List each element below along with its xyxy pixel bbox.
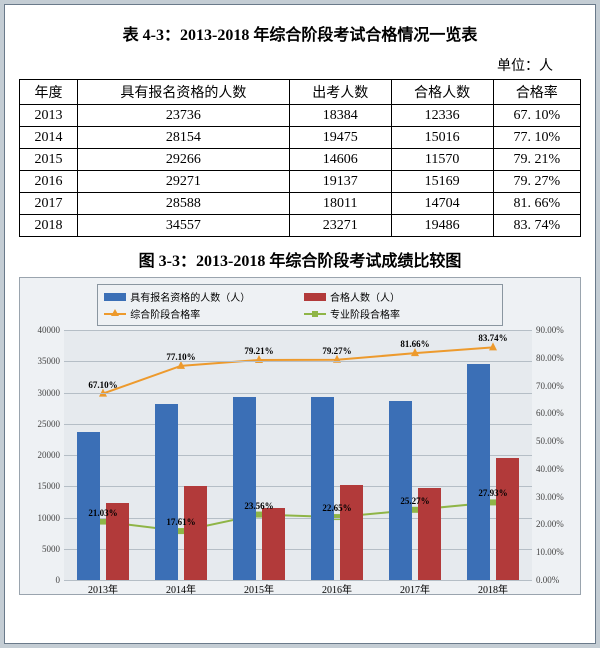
legend-bar2-label: 合格人数（人）	[330, 289, 400, 304]
bar-eligible	[389, 401, 412, 580]
bar-eligible	[155, 404, 178, 580]
y-left-tick: 15000	[28, 481, 60, 491]
legend-line1-label: 综合阶段合格率	[130, 306, 200, 321]
line1-label: 67.10%	[88, 380, 117, 390]
bar-eligible	[77, 432, 100, 580]
y-right-tick: 50.00%	[536, 436, 576, 446]
y-right-tick: 30.00%	[536, 492, 576, 502]
table-row: 201834557232711948683. 74%	[20, 215, 581, 237]
x-tick: 2014年	[166, 581, 196, 596]
bar-eligible	[311, 397, 334, 580]
line2-label: 23.56%	[244, 501, 273, 511]
legend-bar2: 合格人数（人）	[304, 289, 496, 304]
y-left-tick: 35000	[28, 356, 60, 366]
y-left-tick: 25000	[28, 419, 60, 429]
y-left-tick: 0	[28, 575, 60, 585]
y-right-tick: 60.00%	[536, 408, 576, 418]
legend-line2: 专业阶段合格率	[304, 306, 496, 321]
y-left-tick: 40000	[28, 325, 60, 335]
y-right-tick: 80.00%	[536, 353, 576, 363]
y-left-tick: 10000	[28, 513, 60, 523]
bar-pass	[496, 458, 519, 580]
bar-pass	[262, 508, 285, 580]
table-header: 年度	[20, 80, 78, 105]
y-right-tick: 20.00%	[536, 519, 576, 529]
bar-pass	[184, 486, 207, 580]
line2-label: 25.27%	[400, 496, 429, 506]
table-title: 表 4-3：2013-2018 年综合阶段考试合格情况一览表	[19, 15, 581, 55]
y-right-tick: 0.00%	[536, 575, 576, 585]
y-left-tick: 5000	[28, 544, 60, 554]
y-left-tick: 30000	[28, 388, 60, 398]
legend-line2-label: 专业阶段合格率	[330, 306, 400, 321]
legend-bar1: 具有报名资格的人数（人）	[104, 289, 296, 304]
x-tick: 2013年	[88, 581, 118, 596]
chart-legend: 具有报名资格的人数（人） 合格人数（人） 综合阶段合格率 专业阶段合格率	[97, 284, 503, 326]
chart-plot: 0500010000150002000025000300003500040000…	[64, 330, 532, 580]
chart-container: 具有报名资格的人数（人） 合格人数（人） 综合阶段合格率 专业阶段合格率 050…	[19, 277, 581, 595]
unit-label: 单位：人	[19, 55, 581, 75]
line1-label: 77.10%	[166, 352, 195, 362]
chart-title: 图 3-3：2013-2018 年综合阶段考试成绩比较图	[19, 237, 581, 277]
y-right-tick: 40.00%	[536, 464, 576, 474]
y-right-tick: 70.00%	[536, 381, 576, 391]
x-tick: 2018年	[478, 581, 508, 596]
line1-label: 79.21%	[244, 346, 273, 356]
bar-pass	[340, 485, 363, 580]
table-row: 201728588180111470481. 66%	[20, 193, 581, 215]
line2-label: 21.03%	[88, 508, 117, 518]
table-header: 出考人数	[289, 80, 391, 105]
data-table: 年度具有报名资格的人数出考人数合格人数合格率 20132373618384123…	[19, 79, 581, 237]
legend-bar1-label: 具有报名资格的人数（人）	[130, 289, 250, 304]
table-row: 201529266146061157079. 21%	[20, 149, 581, 171]
line2-label: 17.61%	[166, 517, 195, 527]
bar-eligible	[233, 397, 256, 580]
y-right-tick: 10.00%	[536, 547, 576, 557]
line1-label: 81.66%	[400, 339, 429, 349]
table-header: 合格率	[493, 80, 580, 105]
line1-label: 79.27%	[322, 346, 351, 356]
table-row: 201629271191371516979. 27%	[20, 171, 581, 193]
document-page: 表 4-3：2013-2018 年综合阶段考试合格情况一览表 单位：人 年度具有…	[4, 4, 596, 644]
line2-label: 22.65%	[322, 503, 351, 513]
table-header: 合格人数	[391, 80, 493, 105]
x-tick: 2016年	[322, 581, 352, 596]
bar-eligible	[467, 364, 490, 580]
table-row: 201323736183841233667. 10%	[20, 105, 581, 127]
line2-label: 27.93%	[478, 488, 507, 498]
legend-line1: 综合阶段合格率	[104, 306, 296, 321]
table-row: 201428154194751501677. 10%	[20, 127, 581, 149]
x-tick: 2017年	[400, 581, 430, 596]
x-tick: 2015年	[244, 581, 274, 596]
table-header: 具有报名资格的人数	[78, 80, 290, 105]
y-right-tick: 90.00%	[536, 325, 576, 335]
line1-label: 83.74%	[478, 333, 507, 343]
y-left-tick: 20000	[28, 450, 60, 460]
